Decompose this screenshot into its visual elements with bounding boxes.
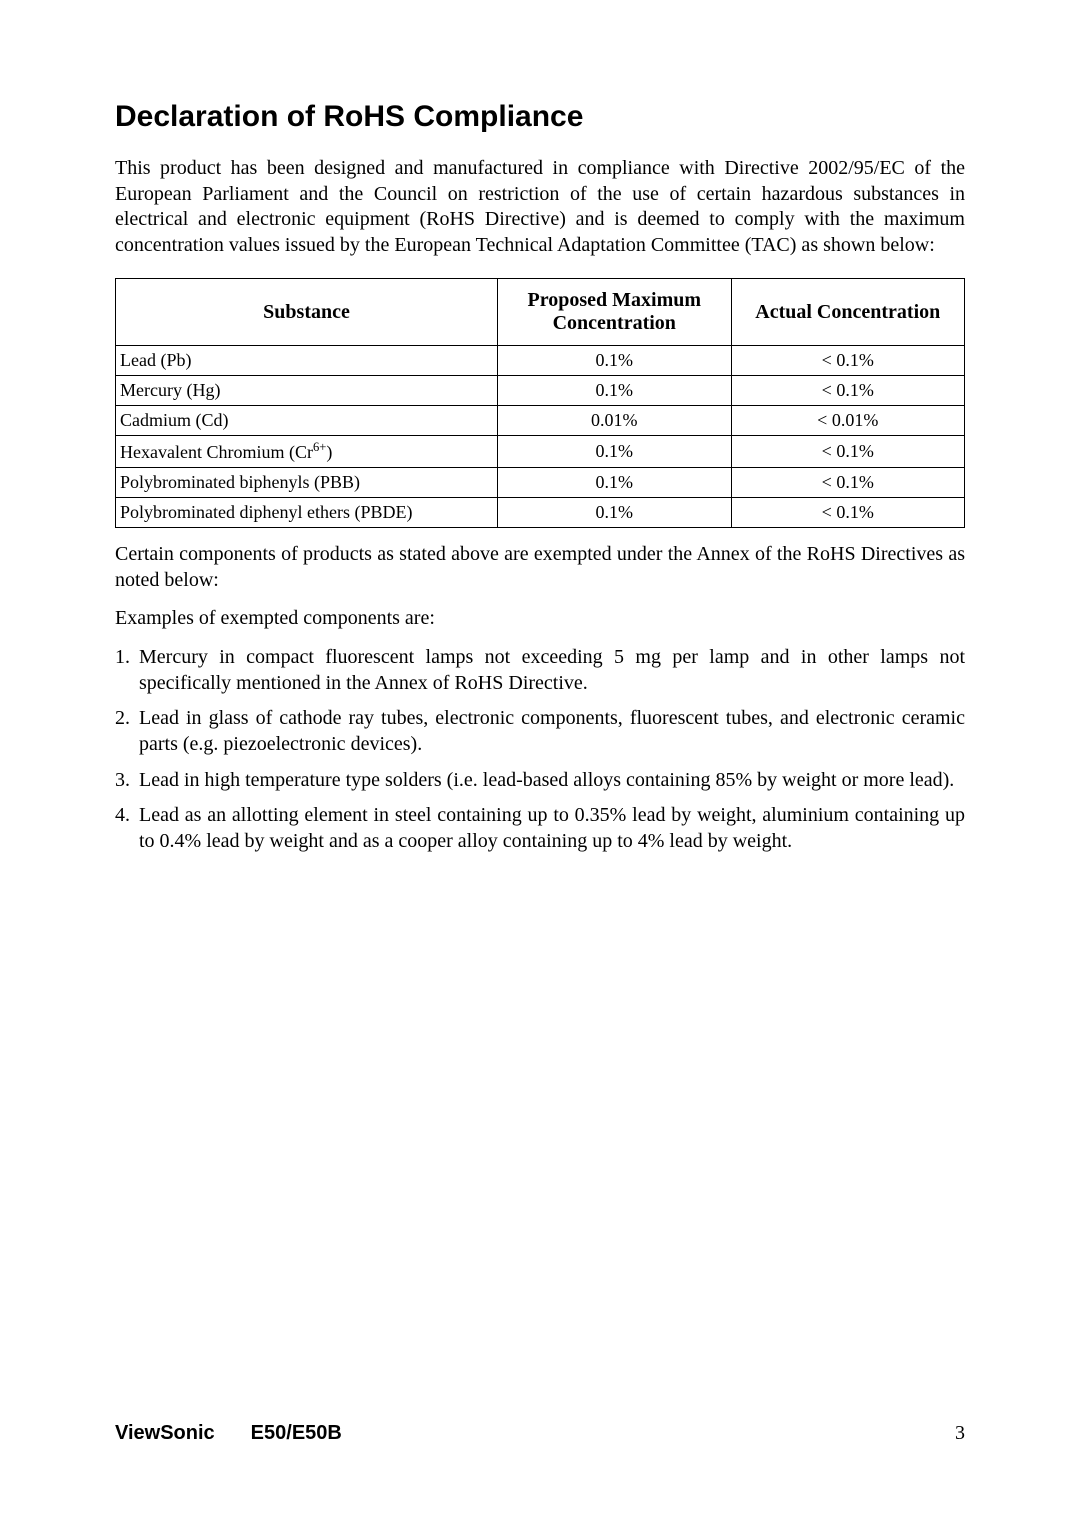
cell-substance: Polybrominated diphenyl ethers (PBDE): [116, 498, 498, 528]
table-row: Cadmium (Cd)0.01%< 0.01%: [116, 406, 965, 436]
cell-proposed: 0.1%: [498, 468, 731, 498]
list-item: Lead as an allotting element in steel co…: [115, 803, 965, 854]
col-actual: Actual Concentration: [731, 279, 964, 346]
cell-actual: < 0.1%: [731, 376, 964, 406]
table-row: Mercury (Hg)0.1%< 0.1%: [116, 376, 965, 406]
cell-proposed: 0.1%: [498, 346, 731, 376]
list-item: Lead in glass of cathode ray tubes, elec…: [115, 706, 965, 757]
cell-substance: Hexavalent Chromium (Cr6+): [116, 436, 498, 468]
cell-substance: Cadmium (Cd): [116, 406, 498, 436]
cell-actual: < 0.1%: [731, 468, 964, 498]
rohs-table: Substance Proposed Maximum Concentration…: [115, 278, 965, 528]
cell-substance: Mercury (Hg): [116, 376, 498, 406]
cell-actual: < 0.1%: [731, 346, 964, 376]
footer-brand: ViewSonic: [115, 1422, 215, 1444]
table-row: Lead (Pb)0.1%< 0.1%: [116, 346, 965, 376]
cell-actual: < 0.01%: [731, 406, 964, 436]
exemptions-list: Mercury in compact fluorescent lamps not…: [115, 645, 965, 854]
footer-brand-model: ViewSonic E50/E50B: [115, 1422, 342, 1445]
table-row: Hexavalent Chromium (Cr6+)0.1%< 0.1%: [116, 436, 965, 468]
footer-page-number: 3: [955, 1422, 965, 1445]
cell-proposed: 0.1%: [498, 498, 731, 528]
cell-actual: < 0.1%: [731, 436, 964, 468]
footer-model: E50/E50B: [251, 1422, 342, 1444]
table-row: Polybrominated biphenyls (PBB)0.1%< 0.1%: [116, 468, 965, 498]
col-proposed: Proposed Maximum Concentration: [498, 279, 731, 346]
cell-proposed: 0.01%: [498, 406, 731, 436]
cell-actual: < 0.1%: [731, 498, 964, 528]
table-header-row: Substance Proposed Maximum Concentration…: [116, 279, 965, 346]
exempt-lead: Examples of exempted components are:: [115, 606, 965, 632]
list-item: Mercury in compact fluorescent lamps not…: [115, 645, 965, 696]
cell-proposed: 0.1%: [498, 436, 731, 468]
list-item: Lead in high temperature type solders (i…: [115, 768, 965, 794]
col-substance: Substance: [116, 279, 498, 346]
page-title: Declaration of RoHS Compliance: [115, 100, 965, 134]
cell-proposed: 0.1%: [498, 376, 731, 406]
cell-substance: Lead (Pb): [116, 346, 498, 376]
exempt-intro: Certain components of products as stated…: [115, 542, 965, 593]
intro-paragraph: This product has been designed and manuf…: [115, 156, 965, 258]
table-row: Polybrominated diphenyl ethers (PBDE)0.1…: [116, 498, 965, 528]
page-footer: ViewSonic E50/E50B 3: [115, 1422, 965, 1445]
cell-substance: Polybrominated biphenyls (PBB): [116, 468, 498, 498]
